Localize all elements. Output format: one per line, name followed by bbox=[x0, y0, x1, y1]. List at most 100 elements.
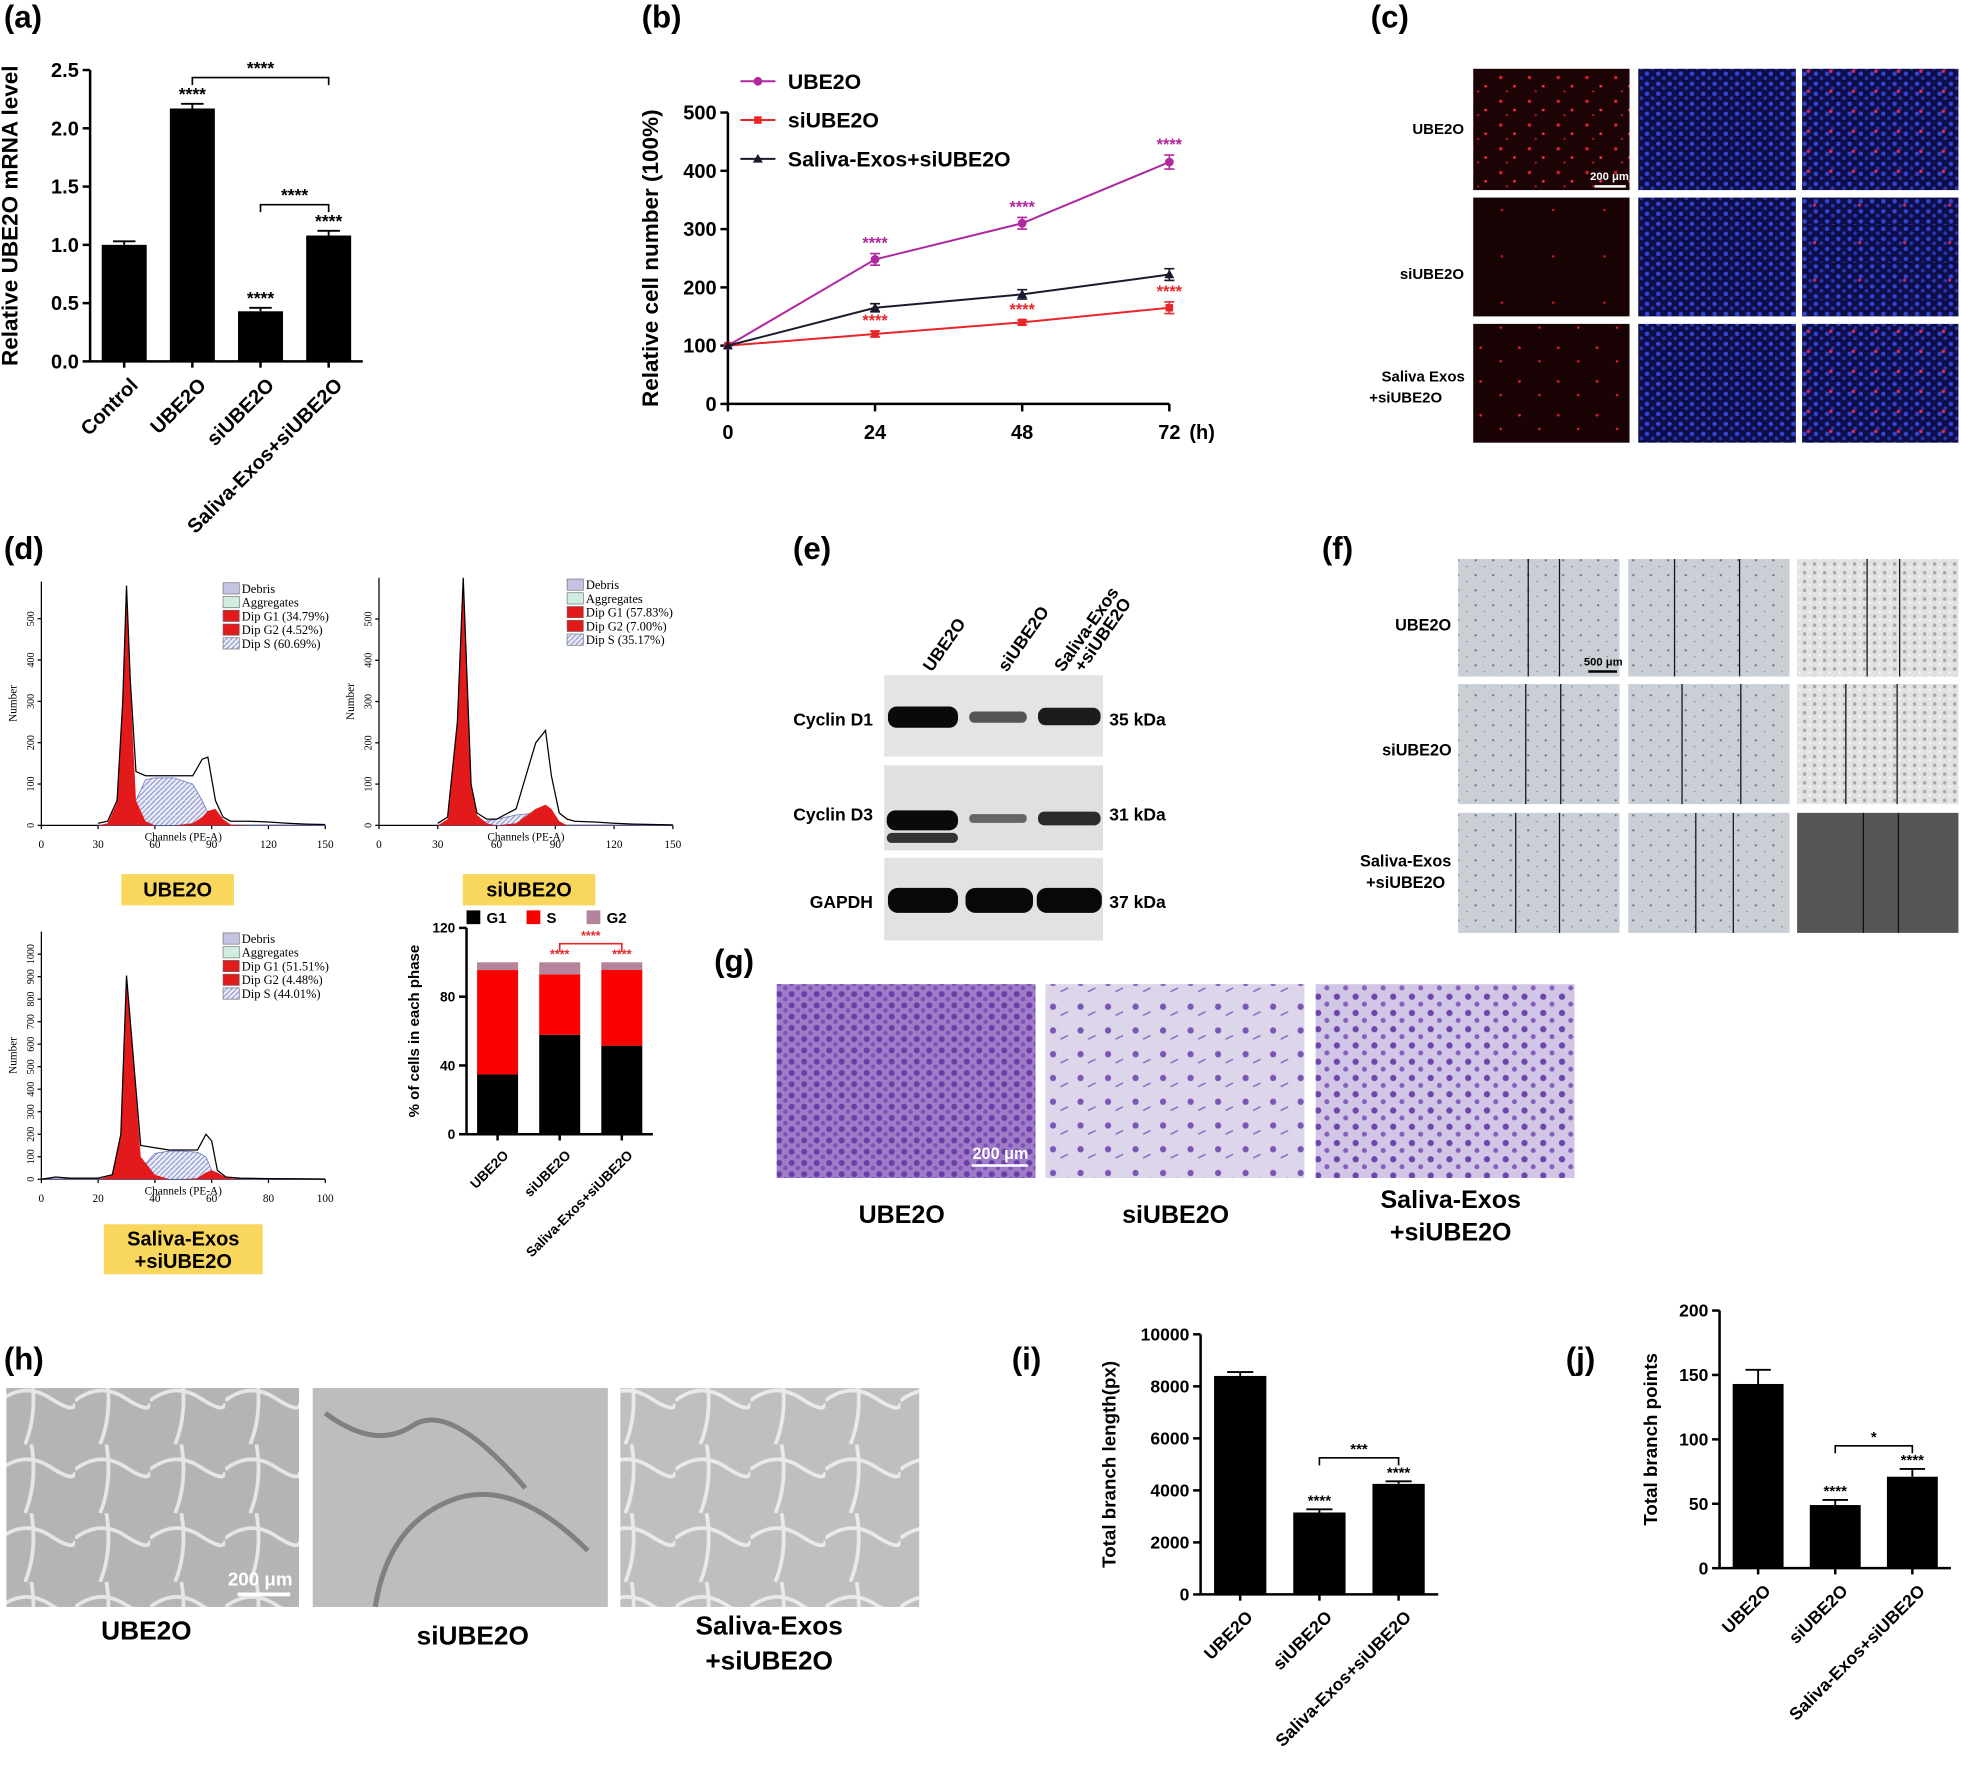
y-tick-label: 10000 bbox=[1141, 1324, 1190, 1344]
x-tick-label: 90 bbox=[206, 839, 218, 851]
image bbox=[1628, 558, 1790, 677]
scale-bar-label: 200 μm bbox=[228, 1569, 293, 1590]
band bbox=[887, 887, 958, 913]
significance-stars: *** bbox=[1350, 1441, 1368, 1458]
point bbox=[753, 76, 763, 86]
y-tick-label: 1.5 bbox=[51, 177, 79, 199]
point bbox=[1164, 269, 1175, 279]
significance-bracket bbox=[558, 942, 623, 952]
point bbox=[1164, 157, 1174, 167]
image-label: +siUBE2O bbox=[1390, 1219, 1512, 1247]
x-tick-label: 0 bbox=[376, 839, 382, 851]
y-axis-label: % of cells in each phase bbox=[406, 945, 423, 1118]
y-tick-label: 500 bbox=[26, 1059, 37, 1074]
x-tick-label: UBE2O bbox=[1200, 1607, 1257, 1664]
y-axis-label: Relative UBE2O mRNA level bbox=[0, 65, 23, 366]
caption: siUBE2O bbox=[486, 880, 572, 902]
x-tick-label: 120 bbox=[260, 839, 277, 851]
y-tick-label: 0 bbox=[1699, 1558, 1709, 1578]
caption-box bbox=[103, 1224, 263, 1275]
significance-stars: **** bbox=[550, 948, 570, 962]
bar-segment bbox=[539, 962, 581, 975]
point bbox=[1018, 318, 1026, 327]
band bbox=[887, 706, 958, 728]
legend-label: siUBE2O bbox=[788, 109, 879, 133]
y-tick-label: 0 bbox=[26, 823, 37, 828]
band bbox=[969, 814, 1027, 823]
significance-bracket bbox=[259, 203, 330, 213]
legend-label: Dip S (35.17%) bbox=[586, 633, 665, 647]
y-tick-label: 900 bbox=[26, 969, 37, 984]
scale-bar-label: 200 μm bbox=[972, 1145, 1028, 1163]
y-tick-label: 500 bbox=[683, 103, 716, 125]
image bbox=[1473, 323, 1630, 443]
size-label: 37 kDa bbox=[1109, 892, 1166, 912]
x-tick-label: 60 bbox=[491, 839, 503, 851]
significance-stars: **** bbox=[1010, 301, 1036, 319]
row-label: UBE2O bbox=[1395, 616, 1451, 634]
x-tick-label: 72 bbox=[1158, 422, 1180, 444]
y-axis-label: Total branch length(px) bbox=[1099, 1361, 1120, 1568]
phase-area bbox=[41, 1150, 326, 1180]
legend-label: G2 bbox=[607, 910, 627, 927]
y-tick-label: 500 bbox=[26, 611, 37, 626]
scale-bar-label: 200 μm bbox=[1590, 171, 1629, 183]
legend-label: Aggregates bbox=[242, 596, 299, 610]
legend-label: Dip G2 (4.52%) bbox=[242, 623, 323, 637]
image bbox=[6, 1388, 299, 1607]
significance-stars: **** bbox=[1308, 1493, 1332, 1510]
x-tick-label: UBE2O bbox=[147, 374, 211, 438]
point bbox=[752, 153, 763, 163]
legend-label: Dip G1 (34.79%) bbox=[242, 609, 329, 623]
x-tick-label: 30 bbox=[93, 839, 105, 851]
legend-swatch bbox=[222, 596, 240, 609]
panel-label: (f) bbox=[1322, 531, 1353, 566]
legend-swatch bbox=[222, 973, 240, 986]
image bbox=[1797, 812, 1959, 933]
point bbox=[870, 255, 880, 264]
panel-label: (c) bbox=[1371, 0, 1409, 35]
y-tick-label: 800 bbox=[26, 992, 37, 1007]
y-tick-label: 100 bbox=[683, 336, 716, 358]
series-line bbox=[727, 306, 1170, 347]
error-bar bbox=[1899, 1468, 1926, 1477]
legend-swatch bbox=[222, 623, 240, 636]
y-tick-label: 80 bbox=[440, 989, 456, 1004]
legend-label: Aggregates bbox=[586, 592, 643, 606]
significance-stars: **** bbox=[247, 58, 274, 78]
image bbox=[1802, 323, 1959, 443]
y-axis-label: Number bbox=[345, 683, 357, 720]
significance-stars: **** bbox=[1901, 1452, 1925, 1469]
tube-network bbox=[323, 1411, 590, 1608]
x-tick-label: 40 bbox=[149, 1193, 161, 1205]
x-tick-label: 120 bbox=[606, 839, 623, 851]
legend-swatch bbox=[222, 637, 240, 650]
significance-stars: **** bbox=[315, 211, 342, 231]
legend-label: Dip G2 (4.48%) bbox=[242, 973, 323, 987]
significance-stars: **** bbox=[1157, 136, 1183, 154]
image-label: siUBE2O bbox=[417, 1620, 529, 1650]
image bbox=[776, 984, 1036, 1178]
image bbox=[1638, 197, 1796, 317]
panel-e-blot: UBE2O siUBE2O Saliva-Exos +siUBE2O Cycli… bbox=[793, 583, 1166, 941]
legend-swatch bbox=[566, 633, 584, 646]
y-tick-label: 1000 bbox=[26, 944, 37, 964]
x-tick-label: 48 bbox=[1011, 422, 1033, 444]
legend-swatch bbox=[222, 932, 240, 945]
significance-stars: **** bbox=[862, 235, 888, 253]
error-bar bbox=[1227, 1371, 1254, 1376]
bar bbox=[238, 311, 283, 362]
significance-stars: **** bbox=[247, 288, 274, 308]
band bbox=[1036, 887, 1102, 913]
panel-g-images: 200 μm UBE2O siUBE2O Saliva-Exos +siUBE2… bbox=[776, 984, 1575, 1247]
histogram-outline bbox=[41, 975, 326, 1180]
bar bbox=[1372, 1483, 1425, 1595]
x-tick-label: 0 bbox=[39, 1193, 45, 1205]
image bbox=[1628, 812, 1790, 933]
size-label: 31 kDa bbox=[1109, 804, 1166, 824]
image-label: UBE2O bbox=[859, 1201, 945, 1229]
bar bbox=[306, 235, 352, 362]
significance-stars: * bbox=[1871, 1429, 1877, 1446]
image bbox=[1638, 323, 1796, 443]
